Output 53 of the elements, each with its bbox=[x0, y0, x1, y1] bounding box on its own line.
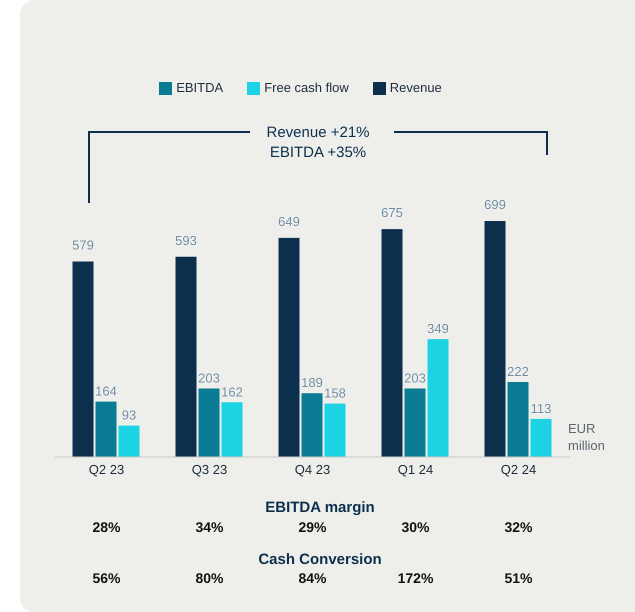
bar bbox=[428, 339, 449, 457]
x-tick-label: Q3 23 bbox=[192, 462, 228, 478]
data-label: 164 bbox=[95, 384, 117, 399]
text: 32% bbox=[503, 519, 534, 535]
text: 80% bbox=[194, 570, 225, 586]
text: Cash Conversion bbox=[257, 551, 383, 568]
bar bbox=[484, 221, 506, 457]
text: EBITDA +35% bbox=[268, 143, 368, 163]
legend-label: Free cash flow bbox=[264, 80, 349, 95]
data-label: 93 bbox=[122, 408, 136, 423]
data-label: 158 bbox=[324, 386, 346, 401]
bar bbox=[176, 256, 197, 457]
text: 29% bbox=[297, 519, 328, 535]
data-label: 579 bbox=[72, 238, 94, 253]
data-label: 699 bbox=[484, 197, 506, 212]
data-label: 189 bbox=[301, 375, 323, 390]
annotation: EUR million bbox=[568, 420, 606, 454]
data-label: 203 bbox=[404, 370, 426, 386]
text: 34% bbox=[194, 519, 225, 535]
bar bbox=[404, 388, 426, 457]
data-label: 162 bbox=[221, 384, 243, 400]
text: 28% bbox=[91, 519, 122, 535]
x-tick-label: Q2 23 bbox=[88, 462, 124, 478]
text: 30% bbox=[400, 519, 431, 535]
data-label: 222 bbox=[507, 364, 529, 380]
bar bbox=[72, 262, 94, 457]
legend-label: EBITDA bbox=[176, 80, 224, 95]
data-label: 675 bbox=[381, 205, 403, 220]
x-tick-label: Q1 24 bbox=[398, 462, 434, 478]
x-tick-label: Q4 23 bbox=[294, 462, 330, 478]
bar bbox=[382, 229, 403, 457]
bar bbox=[324, 404, 346, 457]
bar bbox=[96, 402, 117, 457]
text: 84% bbox=[297, 570, 328, 586]
bar bbox=[302, 393, 323, 457]
bar bbox=[118, 426, 140, 457]
text: 56% bbox=[91, 570, 122, 586]
bar bbox=[198, 388, 220, 457]
bar bbox=[508, 382, 529, 457]
text: 172% bbox=[396, 570, 434, 586]
bar bbox=[530, 418, 552, 457]
text: Revenue +21% bbox=[266, 123, 370, 143]
data-label: 349 bbox=[427, 321, 449, 336]
bar bbox=[222, 402, 243, 457]
data-label: 649 bbox=[278, 214, 300, 229]
legend-label: Revenue bbox=[390, 80, 442, 95]
x-tick-label: Q2 24 bbox=[500, 462, 536, 478]
data-label: 593 bbox=[175, 232, 197, 248]
text: EBITDA margin bbox=[264, 499, 376, 516]
text: 51% bbox=[503, 570, 534, 586]
data-label: 203 bbox=[198, 370, 220, 386]
bar bbox=[278, 238, 300, 457]
data-label: 113 bbox=[530, 400, 552, 416]
